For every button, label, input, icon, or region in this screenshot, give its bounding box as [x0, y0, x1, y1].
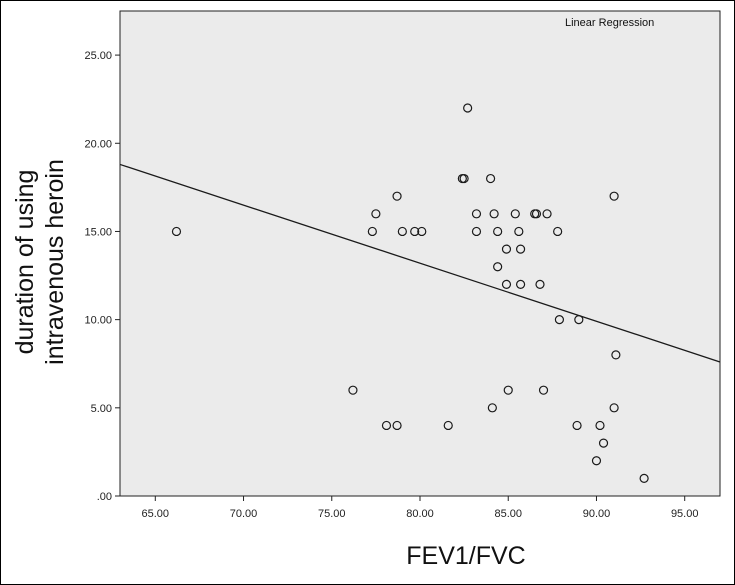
regression-legend: Linear Regression [565, 17, 654, 29]
x-tick-label: 85.00 [494, 508, 522, 520]
x-tick-label: 70.00 [230, 508, 258, 520]
data-points [171, 103, 649, 483]
x-tick-label: 75.00 [318, 508, 346, 520]
data-point [609, 403, 619, 413]
data-point [348, 385, 358, 395]
data-point [392, 191, 402, 201]
data-point [574, 315, 584, 325]
data-point [515, 244, 526, 254]
data-point [487, 403, 497, 413]
data-point [542, 209, 552, 219]
data-point [591, 456, 602, 466]
plot-area [119, 10, 721, 497]
x-tick-label: 65.00 [142, 508, 170, 520]
data-point [538, 385, 549, 395]
x-axis: 65.00 70.00 75.00 80.00 85.00 90.00 95.00 [142, 496, 699, 520]
y-axis-title: duration of using intravenous heroin [11, 159, 69, 365]
y-tick-label: 10.00 [84, 315, 112, 327]
data-point [503, 385, 513, 395]
data-point [463, 103, 473, 113]
regression-line [119, 163, 721, 363]
data-point [553, 226, 563, 237]
data-point [489, 209, 499, 219]
data-point [531, 209, 542, 219]
data-point [392, 420, 402, 431]
data-point [417, 226, 427, 237]
data-point [459, 173, 469, 184]
data-point [609, 191, 619, 201]
y-tick-label: 25.00 [84, 50, 112, 62]
data-point [515, 279, 526, 289]
data-point [554, 315, 565, 325]
x-tick-label: 95.00 [671, 508, 699, 520]
y-tick-label: 20.00 [84, 138, 112, 150]
data-point [367, 226, 377, 237]
data-point [514, 226, 524, 237]
data-point [381, 420, 392, 431]
data-point [171, 226, 182, 237]
data-point [471, 209, 482, 219]
y-tick-label: 15.00 [84, 226, 112, 238]
data-point [595, 420, 605, 431]
regression-line-group [119, 163, 721, 363]
data-point [535, 279, 545, 289]
data-point [598, 438, 609, 448]
y-tick-label: 5.00 [91, 403, 112, 415]
data-point [611, 350, 621, 360]
data-point [410, 226, 420, 237]
data-point [485, 173, 496, 184]
y-axis: .00 5.00 10.00 15.00 20.00 25.00 [84, 50, 120, 503]
data-point [371, 209, 381, 219]
y-tick-label: .00 [97, 491, 112, 503]
data-point [501, 244, 512, 254]
x-tick-label: 90.00 [583, 508, 611, 520]
data-point [501, 279, 512, 289]
data-point [639, 473, 649, 483]
data-point [397, 226, 407, 237]
x-tick-label: 80.00 [406, 508, 434, 520]
data-point [493, 226, 503, 237]
data-point [493, 262, 503, 272]
x-axis-title: FEV1/FVC [406, 542, 525, 570]
y-axis-title-line-1: duration of using [11, 170, 39, 355]
data-point [471, 226, 482, 237]
data-point [510, 209, 520, 219]
y-axis-title-line-2: intravenous heroin [41, 159, 69, 365]
data-point [572, 420, 582, 431]
data-point [443, 420, 453, 431]
